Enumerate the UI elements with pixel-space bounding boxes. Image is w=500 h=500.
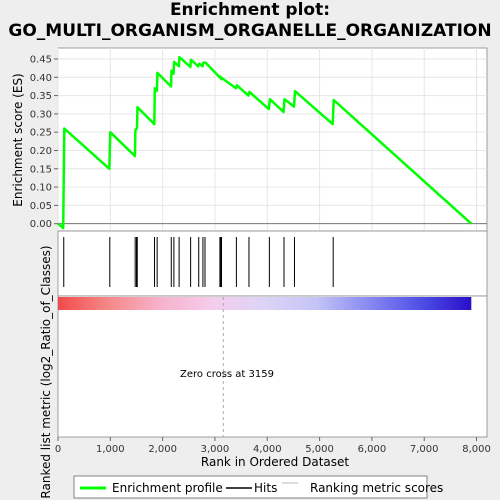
legend-hits-label: Hits	[254, 481, 277, 495]
enrichment-profile	[57, 55, 473, 230]
x-tick-label: 6,000	[358, 444, 387, 455]
x-tick-label: 5,000	[305, 444, 334, 455]
hits-marks	[63, 237, 334, 287]
page-title: Enrichment plot: GO_MULTI_ORGANISM_ORGAN…	[0, 0, 500, 42]
x-tick-label: 8,000	[462, 444, 491, 455]
x-tick-label: 7,000	[410, 444, 439, 455]
x-tick-label: 1,000	[96, 444, 125, 455]
legend-box	[73, 475, 428, 499]
es-grid	[57, 48, 487, 231]
legend: Enrichment profile Hits Ranking metric s…	[73, 475, 443, 499]
es-y-tick-label: 0.15	[30, 164, 52, 175]
legend-enrichment-label: Enrichment profile	[112, 481, 223, 495]
ranking-metric-bar	[58, 297, 472, 310]
rank-plot-area	[57, 295, 488, 438]
es-plot-area	[57, 47, 488, 232]
legend-ranking-label: Ranking metric scores	[310, 481, 443, 495]
es-y-tick-label: 0.10	[30, 183, 52, 194]
es-y-tick-label: 0.20	[30, 146, 52, 157]
es-y-tick-label: 0.35	[30, 91, 52, 102]
rank-y-axis-label: Ranked list metric (log2_Ratio_of_Classe…	[39, 245, 53, 498]
es-y-tick-label: 0.40	[30, 73, 52, 84]
enrichment-profile-line	[57, 55, 473, 230]
x-axis-ticks: 0 1,000 2,000 3,000 4,000 5,000 6,000 7,000 8,00…	[55, 437, 491, 455]
title-line-2: GO_MULTI_ORGANISM_ORGANELLE_ORGANIZATION	[8, 21, 492, 41]
es-y-tick-label: 0.25	[30, 128, 52, 139]
zero-cross-annotation: Zero cross at 3159	[180, 369, 274, 380]
hits-plot-area	[57, 230, 488, 297]
x-axis-label: Rank in Ordered Dataset	[201, 455, 349, 469]
es-y-tick-label: 0.05	[30, 201, 52, 212]
x-tick-label: 2,000	[148, 444, 177, 455]
es-y-tick-label: 0.00	[30, 219, 52, 230]
es-y-tick-label: 0.30	[30, 109, 52, 120]
x-tick-label: 0	[55, 444, 61, 455]
x-tick-label: 3,000	[201, 444, 230, 455]
es-y-axis-label: Enrichment score (ES)	[11, 73, 25, 206]
es-y-tick-label: 0.45	[30, 54, 52, 65]
x-tick-label: 4,000	[253, 444, 282, 455]
title-line-1: Enrichment plot:	[169, 0, 331, 20]
es-y-ticks: 0.00 0.05 0.10 0.15 0.20 0.25 0.30 0.35 0.40 0.45	[30, 54, 58, 230]
